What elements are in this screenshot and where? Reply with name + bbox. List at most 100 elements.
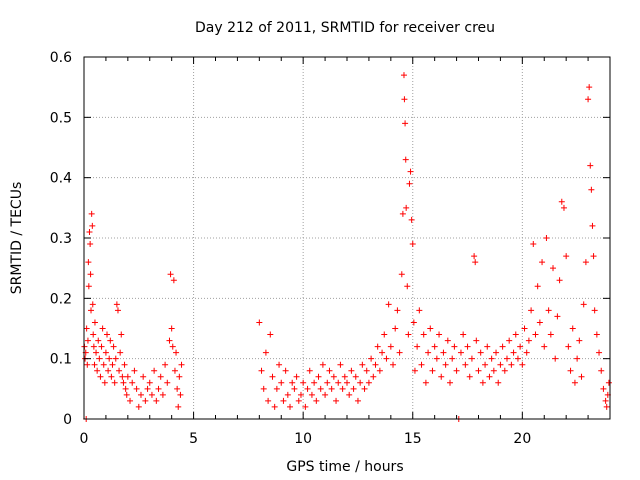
data-point: [124, 373, 131, 380]
data-point: [387, 343, 394, 350]
data-point: [256, 319, 263, 326]
data-point: [429, 367, 436, 374]
y-axis-title: SRMTID / TECUs: [9, 182, 25, 295]
data-point: [121, 361, 128, 368]
data-point: [131, 367, 138, 374]
data-point: [106, 355, 113, 362]
x-tick-label: 5: [189, 431, 198, 447]
data-point: [175, 403, 182, 410]
data-point: [265, 397, 272, 404]
data-point: [295, 397, 302, 404]
data-point: [605, 379, 612, 386]
data-point: [512, 331, 519, 338]
data-point: [273, 385, 280, 392]
data-point: [398, 271, 405, 278]
data-point: [407, 168, 414, 175]
data-point: [169, 343, 176, 350]
data-point: [97, 373, 104, 380]
data-point: [302, 403, 309, 410]
data-point: [89, 222, 96, 229]
data-point: [101, 379, 108, 386]
axis-ticks: 0 5 10 15 20 0 0.1 0.2 0.3 0.4 0.5 0.6: [50, 50, 610, 447]
data-point: [137, 391, 144, 398]
data-point: [258, 367, 265, 374]
data-point: [123, 391, 130, 398]
data-point: [344, 379, 350, 386]
data-point: [477, 349, 484, 356]
data-point: [174, 385, 181, 392]
data-point: [596, 349, 603, 356]
data-point: [300, 379, 307, 386]
data-point: [525, 337, 532, 344]
data-point: [539, 259, 546, 266]
data-point: [144, 385, 151, 392]
data-point: [490, 367, 497, 374]
data-point: [409, 241, 416, 248]
data-point: [447, 379, 454, 386]
data-point: [444, 337, 451, 344]
data-point: [83, 325, 90, 332]
data-point: [111, 379, 118, 386]
data-point: [105, 367, 112, 374]
data-point: [276, 361, 283, 368]
data-point: [89, 301, 96, 308]
data-point: [357, 379, 364, 386]
data-point: [153, 397, 160, 404]
x-axis-title: GPS time / hours: [286, 459, 403, 475]
data-point: [422, 379, 429, 386]
data-point: [431, 343, 438, 350]
data-point: [514, 355, 521, 362]
y-tick-label: 0.4: [50, 171, 72, 187]
data-point: [95, 337, 102, 344]
data-point: [436, 331, 443, 338]
data-point: [148, 391, 155, 398]
data-point: [590, 253, 597, 260]
data-point: [486, 373, 493, 380]
data-point: [574, 355, 581, 362]
data-point: [352, 373, 359, 380]
data-point: [472, 259, 479, 266]
data-point: [547, 331, 554, 338]
data-point: [98, 343, 105, 350]
data-point: [328, 385, 335, 392]
data-point: [166, 337, 173, 344]
data-point: [313, 397, 320, 404]
chart-title: Day 212 of 2011, SRMTID for receiver cre…: [195, 20, 495, 36]
data-point: [333, 397, 340, 404]
data-point: [578, 373, 585, 380]
data-point: [374, 343, 381, 350]
data-point: [580, 301, 587, 308]
data-point: [157, 373, 164, 380]
data-point: [493, 349, 500, 356]
data-point: [118, 331, 125, 338]
data-point: [100, 361, 107, 368]
data-point: [337, 361, 344, 368]
data-point: [90, 343, 97, 350]
data-point: [289, 379, 296, 386]
data-point: [311, 379, 318, 386]
grid: [84, 57, 610, 419]
data-point: [433, 355, 440, 362]
y-tick-label: 0.3: [50, 231, 72, 247]
data-point: [117, 349, 124, 356]
data-point: [403, 204, 410, 211]
data-point: [385, 301, 392, 308]
data-point: [319, 361, 326, 368]
data-point: [168, 325, 175, 332]
data-point: [534, 283, 541, 290]
data-point: [372, 361, 379, 368]
data-point: [530, 241, 537, 248]
data-point: [521, 325, 528, 332]
data-point: [479, 379, 486, 386]
data-point: [315, 373, 322, 380]
data-point: [173, 349, 180, 356]
data-point: [104, 331, 111, 338]
data-point: [178, 361, 185, 368]
data-point: [94, 367, 101, 374]
data-point: [495, 379, 502, 386]
data-point: [484, 343, 491, 350]
data-point: [399, 210, 406, 217]
data-point: [519, 361, 526, 368]
data-point: [394, 307, 401, 314]
